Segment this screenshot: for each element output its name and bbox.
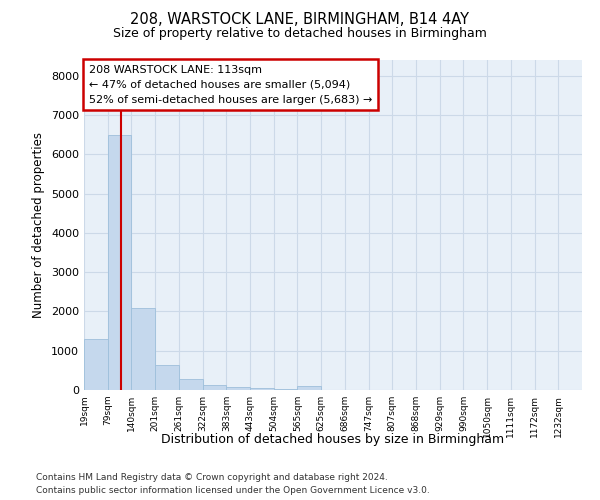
Bar (226, 387, 250, 390)
Text: Contains public sector information licensed under the Open Government Licence v3: Contains public sector information licen… (36, 486, 430, 495)
Text: 208 WARSTOCK LANE: 113sqm
← 47% of detached houses are smaller (5,094)
52% of se: 208 WARSTOCK LANE: 113sqm ← 47% of detac… (89, 65, 373, 104)
Bar (108, 134, 131, 390)
Text: Contains HM Land Registry data © Crown copyright and database right 2024.: Contains HM Land Registry data © Crown c… (36, 472, 388, 482)
Text: 208, WARSTOCK LANE, BIRMINGHAM, B14 4AY: 208, WARSTOCK LANE, BIRMINGHAM, B14 4AY (131, 12, 470, 28)
Text: Distribution of detached houses by size in Birmingham: Distribution of detached houses by size … (161, 432, 505, 446)
Bar (203, 384, 226, 390)
Bar (155, 365, 179, 390)
Bar (84, 339, 108, 390)
Y-axis label: Number of detached properties: Number of detached properties (32, 132, 46, 318)
Bar (250, 388, 274, 390)
Bar (179, 378, 203, 390)
Text: Size of property relative to detached houses in Birmingham: Size of property relative to detached ho… (113, 28, 487, 40)
Bar (298, 386, 321, 390)
Bar (274, 389, 298, 390)
Bar (131, 308, 155, 390)
